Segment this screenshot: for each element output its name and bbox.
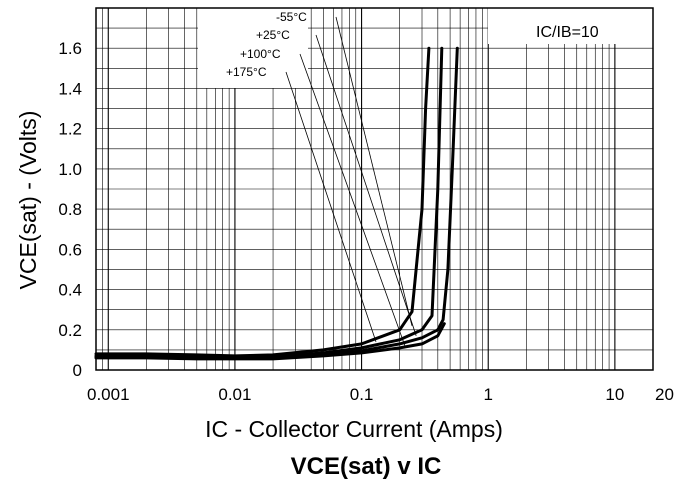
series-label: +175°C <box>226 65 267 79</box>
y-tick-label: 1.6 <box>58 39 82 58</box>
x-axis-label: IC - Collector Current (Amps) <box>205 416 503 442</box>
x-tick-label: 0.01 <box>218 385 251 404</box>
y-tick-label: 0.2 <box>58 321 82 340</box>
y-axis-label: VCE(sat) - (Volts) <box>15 111 41 290</box>
y-tick-label: 0 <box>73 361 82 380</box>
x-tick-label: 10 <box>605 385 624 404</box>
series-lines <box>94 46 459 361</box>
y-tick-labels: 0 0.2 0.4 0.6 0.8 1.0 1.2 1.4 1.6 <box>58 39 82 380</box>
x-tick-label: 1 <box>483 385 492 404</box>
x-tick-label: 0.1 <box>350 385 374 404</box>
x-tick-label: 20 <box>655 385 674 404</box>
series-line <box>94 46 459 360</box>
chart-title: VCE(sat) v IC <box>291 453 442 480</box>
leader-line <box>335 16 413 326</box>
series-label: -55°C <box>276 10 307 24</box>
y-tick-label: 0.8 <box>58 200 82 219</box>
leader-line <box>299 53 406 347</box>
y-tick-label: 1.0 <box>58 160 82 179</box>
leader-line <box>285 71 377 342</box>
plot-frame <box>95 7 654 371</box>
y-tick-label: 0.6 <box>58 240 82 259</box>
annotation-leaders <box>285 16 417 347</box>
condition-label: IC/IB=10 <box>536 24 599 41</box>
y-tick-label: 1.4 <box>58 79 82 98</box>
condition-background <box>488 8 653 44</box>
series-line <box>94 322 446 361</box>
leader-line <box>315 34 417 336</box>
grid <box>96 8 653 370</box>
y-tick-label: 0.4 <box>58 281 82 300</box>
series-labels: -55°C +25°C +100°C +175°C <box>226 10 307 79</box>
series-line <box>94 46 431 358</box>
series-line <box>94 46 444 360</box>
x-tick-label: 0.001 <box>87 385 130 404</box>
series-label: +100°C <box>240 47 281 61</box>
x-tick-labels: 0.001 0.01 0.1 1 10 20 <box>87 385 674 404</box>
y-tick-label: 1.2 <box>58 120 82 139</box>
series-label: +25°C <box>256 28 290 42</box>
annotation-background <box>198 8 308 88</box>
